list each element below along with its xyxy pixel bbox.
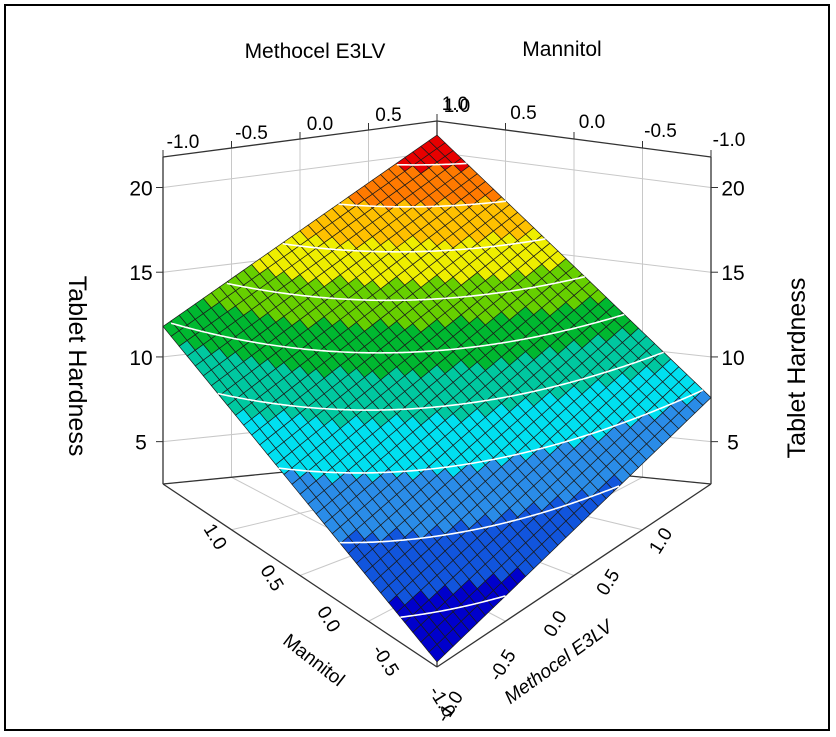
top-right-tick-0: 1.0 [442, 94, 468, 115]
contour-line-0 [400, 595, 506, 618]
contour-line-3 [217, 351, 664, 411]
top-right-tick-4: -1.0 [713, 130, 746, 151]
frame-edge-4 [162, 483, 438, 668]
z-right-tick-3: 20 [721, 177, 744, 200]
bottom-right-tick-1: -0.5 [486, 646, 521, 685]
contour-line-7 [338, 200, 507, 208]
top-right-axis-title: Mannitol [522, 38, 601, 61]
right-z-axis-title: Tablet Hardness [783, 278, 811, 459]
contour-line-6 [282, 238, 546, 253]
top-left-tick-2: 0.0 [307, 114, 333, 135]
bottom-left-tick-3: -0.5 [367, 641, 402, 680]
z-right-tick-0: 5 [727, 432, 739, 455]
contour-line-8 [396, 162, 467, 166]
top-right-tick-2: 0.0 [579, 112, 605, 133]
contour-line-1 [339, 485, 620, 544]
bottom-right-tick-3: 0.5 [593, 566, 625, 600]
bottom-right-tick-4: 1.0 [645, 524, 677, 558]
left-z-axis-title: Tablet Hardness [63, 276, 91, 457]
z-left-tick-3: 20 [129, 177, 152, 200]
frame-edge-5 [436, 483, 712, 668]
top-left-tick-3: 0.5 [375, 105, 401, 126]
contour-line-2 [278, 389, 704, 474]
response-surface [162, 134, 712, 663]
z-left-tick-0: 5 [135, 432, 147, 455]
contour-line-4 [170, 313, 625, 354]
z-right-tick-1: 10 [721, 347, 744, 370]
top-right-tick-1: 0.5 [510, 103, 536, 124]
bottom-left-axis-title: Mannitol [279, 630, 349, 691]
z-right-tick-2: 15 [721, 262, 744, 285]
top-left-tick-1: -0.5 [235, 123, 268, 144]
contour-lines [170, 162, 704, 618]
z-left-tick-1: 10 [129, 347, 152, 370]
top-left-axis-title: Methocel E3LV [245, 40, 386, 63]
bottom-right-tick-2: 0.0 [540, 607, 572, 641]
top-left-tick-4: 1.0 [444, 96, 470, 117]
bottom-left-tick-2: 0.0 [312, 603, 344, 637]
top-left-tick-0: -1.0 [167, 132, 200, 153]
top-right-tick-3: -0.5 [644, 121, 677, 142]
z-left-tick-2: 15 [129, 262, 152, 285]
surface-cell [428, 134, 446, 149]
bottom-left-tick-1: 0.5 [256, 562, 288, 596]
contour-line-5 [226, 275, 586, 302]
